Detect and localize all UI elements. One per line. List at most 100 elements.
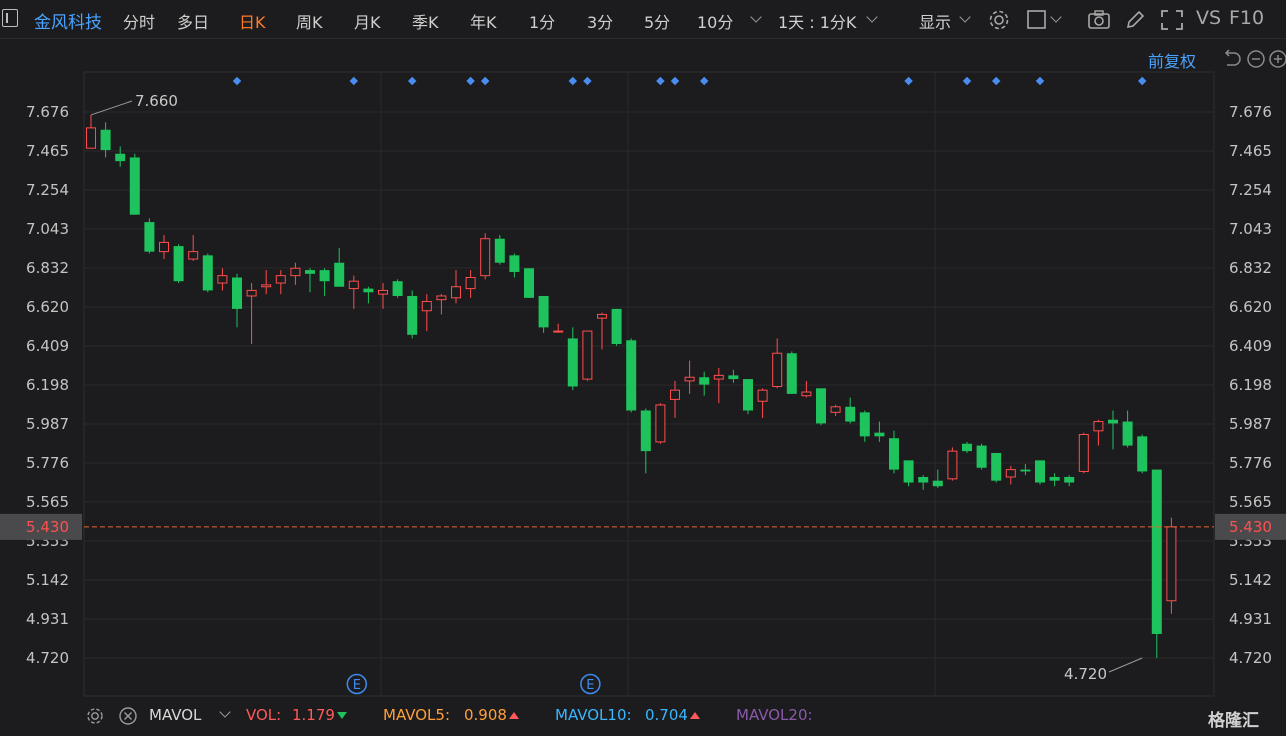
candle-body: [597, 313, 607, 319]
candle-body: [173, 246, 184, 282]
tab-duori[interactable]: 多日: [177, 13, 210, 32]
candle-body: [567, 338, 578, 387]
y-tick-label-left: 6.198: [26, 376, 69, 394]
close-icon[interactable]: [118, 706, 138, 726]
candle: [275, 270, 286, 295]
candle-body: [305, 270, 315, 274]
candle: [743, 379, 753, 415]
y-tick-label-right: 4.931: [1229, 610, 1272, 628]
candle: [611, 308, 622, 346]
tab-monthly-k[interactable]: 月K: [354, 13, 381, 32]
candle-body: [290, 267, 301, 277]
candle: [129, 153, 140, 215]
tab-yearly-k[interactable]: 年K: [470, 13, 497, 32]
top-marker: [349, 76, 359, 86]
candle: [334, 247, 345, 287]
candle-body: [363, 288, 374, 293]
candle: [947, 447, 958, 481]
mavol5-label: MAVOL5:: [383, 706, 451, 724]
candle-body: [421, 301, 432, 312]
y-tick-label-left: 4.931: [26, 610, 69, 628]
y-tick-label-right: 5.142: [1229, 571, 1272, 589]
y-tick-label-left: 4.720: [26, 649, 69, 667]
min-price-label: 4.720: [1064, 665, 1107, 683]
candle-body: [129, 157, 140, 215]
y-tick-label-right: 6.409: [1229, 337, 1272, 355]
top-marker: [991, 76, 1001, 86]
candle-body: [816, 388, 826, 424]
y-tick-label-right: 7.254: [1229, 181, 1272, 199]
y-tick-label-right: 6.832: [1229, 259, 1272, 277]
top-marker: [670, 76, 680, 86]
candle: [290, 262, 301, 285]
candle: [173, 244, 184, 284]
tab-5min[interactable]: 5分: [644, 13, 671, 32]
tab-fenshi[interactable]: 分时: [123, 13, 156, 32]
candle: [421, 294, 432, 332]
tab-daily-k[interactable]: 日K: [239, 13, 266, 32]
y-tick-label-left: 7.676: [26, 103, 69, 121]
gear-icon[interactable]: [987, 9, 1011, 31]
undo-icon[interactable]: [1221, 49, 1243, 69]
y-tick-label-right: 4.720: [1229, 649, 1272, 667]
candle: [757, 388, 768, 418]
candle-body: [655, 404, 666, 443]
top-marker: [583, 76, 592, 86]
down-arrow-icon: [337, 712, 347, 719]
menu-icon[interactable]: [2, 9, 18, 27]
y-tick-label-right: 7.676: [1229, 103, 1272, 121]
candle-body: [232, 277, 242, 309]
candle-body: [1137, 436, 1148, 472]
candle: [553, 323, 564, 333]
fullscreen-icon[interactable]: [1160, 9, 1184, 31]
pen-icon[interactable]: [1124, 9, 1146, 31]
chevron-down-icon[interactable]: [219, 706, 231, 718]
tab-weekly-k[interactable]: 周K: [296, 13, 323, 32]
square-icon[interactable]: [1026, 9, 1048, 31]
stock-name[interactable]: 金风科技: [34, 13, 102, 33]
vs-button[interactable]: VS: [1196, 7, 1222, 29]
top-markers: [232, 76, 1147, 86]
candle-body: [217, 275, 228, 284]
minus-circle-icon[interactable]: [1246, 49, 1266, 69]
tab-1min[interactable]: 1分: [529, 13, 556, 32]
candle-body: [889, 438, 899, 470]
candle-body: [1122, 421, 1133, 446]
candle-body: [159, 241, 169, 253]
gear-icon[interactable]: [85, 706, 105, 726]
candle: [1108, 410, 1118, 450]
candle: [976, 443, 987, 470]
candle-body: [874, 432, 885, 437]
candle: [509, 253, 520, 278]
candle-body: [684, 376, 695, 382]
indicator-name[interactable]: MAVOL: [149, 706, 202, 724]
current-price-tag-right: [1215, 513, 1286, 540]
candle: [305, 268, 315, 293]
event-marker-label: E: [353, 678, 361, 693]
candle-body: [115, 153, 126, 162]
candle: [1137, 434, 1148, 474]
plus-circle-icon[interactable]: [1268, 49, 1286, 69]
candle-body: [918, 476, 929, 483]
adjust-mode-label[interactable]: 前复权: [1148, 52, 1197, 71]
volume-indicator-bar: MAVOL VOL: 1.179 MAVOL5: 0.908 MAVOL10: …: [0, 700, 1286, 736]
max-price-label: 7.660: [135, 92, 178, 110]
y-axis-left: 7.676 7.465 7.254 7.043 6.832 6.620 6.409 6.198…: [26, 103, 69, 667]
candle: [436, 294, 447, 315]
display-menu[interactable]: 显示: [919, 13, 952, 32]
camera-icon[interactable]: [1087, 9, 1111, 31]
current-price-tag-left: [0, 513, 82, 540]
candle: [903, 460, 914, 487]
f10-button[interactable]: F10: [1229, 7, 1265, 29]
y-tick-label-right: 5.565: [1229, 493, 1272, 511]
interval-select[interactable]: 1天 : 1分K: [778, 13, 857, 32]
y-tick-label-left: 5.776: [26, 454, 69, 472]
mavol10-label: MAVOL10:: [555, 706, 632, 724]
tab-quarterly-k[interactable]: 季K: [412, 13, 439, 32]
candle: [188, 235, 199, 261]
candle: [232, 273, 242, 328]
tab-10min[interactable]: 10分: [697, 13, 734, 32]
tab-3min[interactable]: 3分: [587, 13, 614, 32]
candle: [378, 283, 388, 309]
candlestick-chart[interactable]: 7.676 7.465 7.254 7.043 6.832 6.620 6.409 6.198…: [0, 0, 1286, 700]
